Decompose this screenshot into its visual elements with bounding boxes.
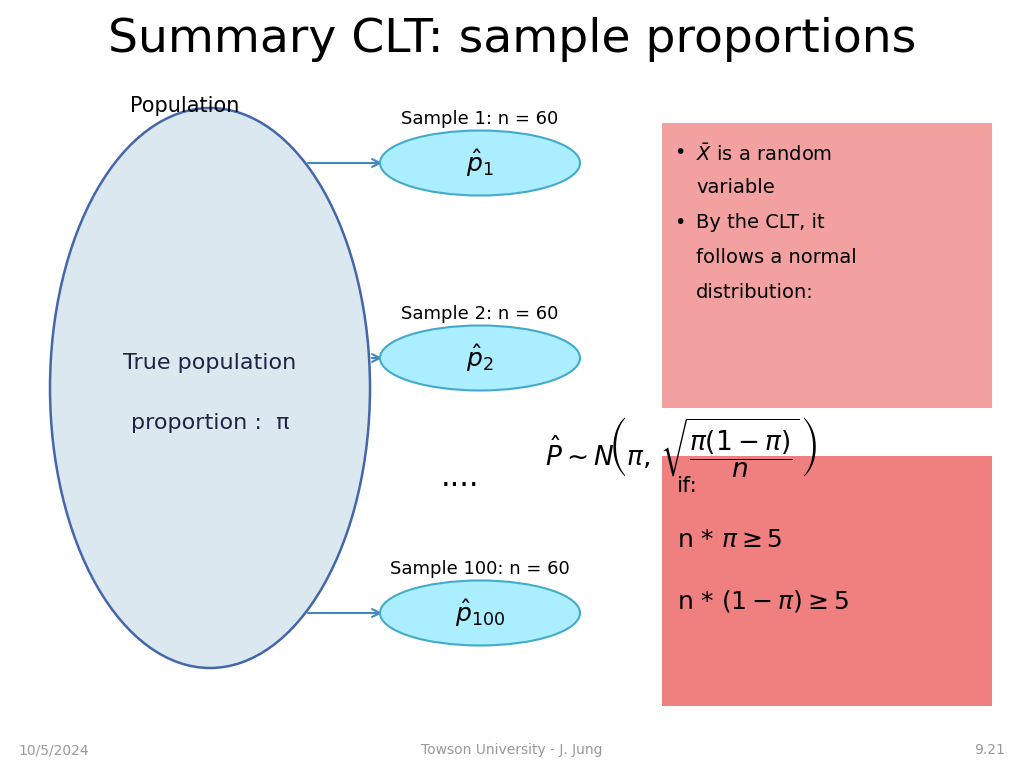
Ellipse shape xyxy=(380,326,580,390)
Text: ....: .... xyxy=(440,464,479,492)
Text: $\hat{p}_{100}$: $\hat{p}_{100}$ xyxy=(455,598,505,629)
Text: $\bar{X}$ is a random: $\bar{X}$ is a random xyxy=(696,143,833,165)
Ellipse shape xyxy=(50,108,370,668)
Ellipse shape xyxy=(380,581,580,645)
Text: Towson University - J. Jung: Towson University - J. Jung xyxy=(421,743,603,757)
Text: 9.21: 9.21 xyxy=(974,743,1005,757)
Text: proportion :  π: proportion : π xyxy=(131,413,289,433)
Text: Sample 100: n = 60: Sample 100: n = 60 xyxy=(390,560,570,578)
FancyBboxPatch shape xyxy=(662,123,992,408)
Text: 10/5/2024: 10/5/2024 xyxy=(18,743,89,757)
Text: Population: Population xyxy=(130,96,240,116)
Text: n $*$ $(1 - \pi) \geq 5$: n $*$ $(1 - \pi) \geq 5$ xyxy=(677,588,849,614)
Text: follows a normal: follows a normal xyxy=(696,248,857,267)
Text: n $*$ $\pi \geq 5$: n $*$ $\pi \geq 5$ xyxy=(677,528,782,552)
FancyBboxPatch shape xyxy=(662,456,992,706)
Text: Sample 1: n = 60: Sample 1: n = 60 xyxy=(401,110,559,128)
Text: variable: variable xyxy=(696,178,775,197)
Text: distribution:: distribution: xyxy=(696,283,814,302)
Text: if:: if: xyxy=(677,476,698,496)
Text: •: • xyxy=(674,213,685,232)
Text: $\hat{p}_2$: $\hat{p}_2$ xyxy=(466,343,494,374)
Text: Sample 2: n = 60: Sample 2: n = 60 xyxy=(401,305,559,323)
Text: $\hat{p}_1$: $\hat{p}_1$ xyxy=(466,147,494,179)
Ellipse shape xyxy=(380,131,580,196)
Text: •: • xyxy=(674,143,685,162)
Text: $\hat{P}{\sim}N\!\left(\pi,\, \sqrt{\dfrac{\pi(1-\pi)}{n}}\,\right)$: $\hat{P}{\sim}N\!\left(\pi,\, \sqrt{\dfr… xyxy=(545,415,817,480)
Text: True population: True population xyxy=(123,353,297,373)
Text: Summary CLT: sample proportions: Summary CLT: sample proportions xyxy=(108,18,916,62)
Text: By the CLT, it: By the CLT, it xyxy=(696,213,824,232)
